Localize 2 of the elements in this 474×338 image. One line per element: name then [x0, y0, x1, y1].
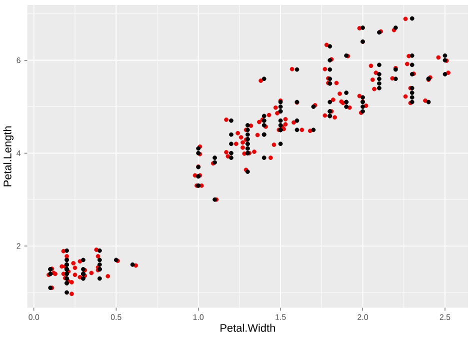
x-axis-title: Petal.Width [220, 324, 275, 332]
y-axis-title: Petal.Length [3, 126, 14, 186]
